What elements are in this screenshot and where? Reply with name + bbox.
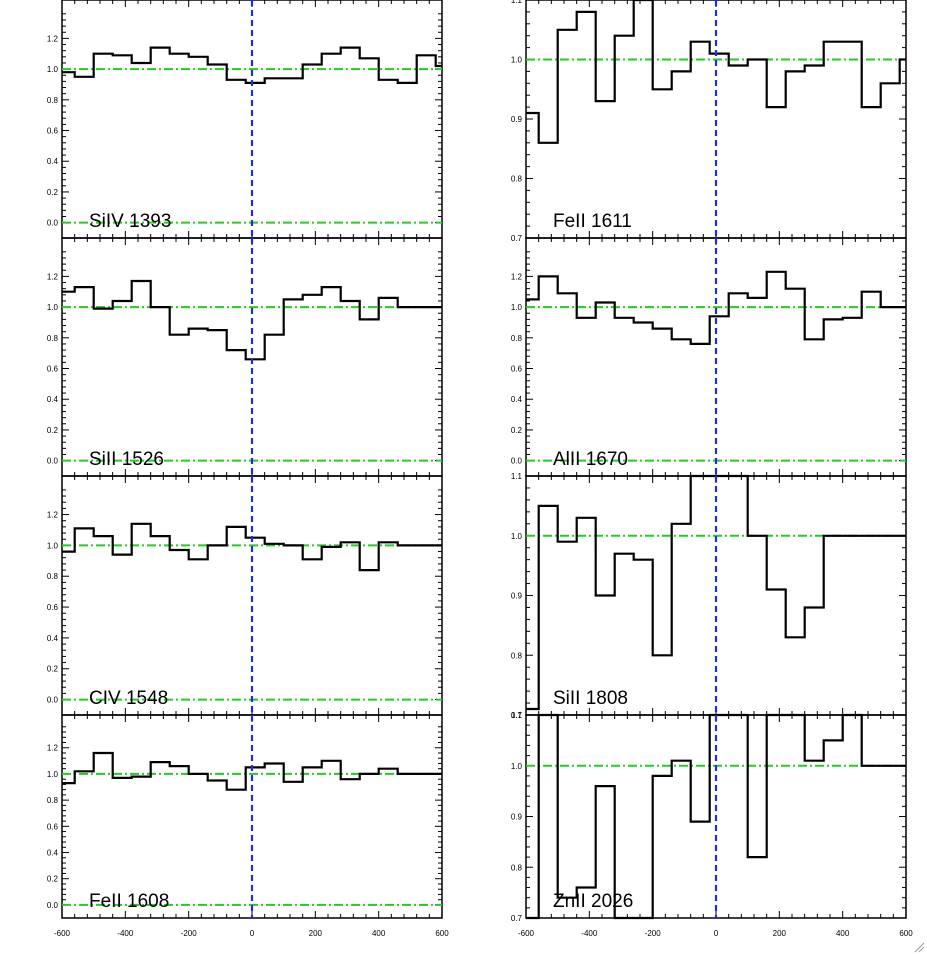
y-tick-label: 0.4 — [47, 634, 59, 643]
y-tick-label: 0.6 — [47, 365, 59, 374]
y-tick-label: 0.4 — [47, 395, 59, 404]
chart-panel: 0.7 0.8 0.9 1.0 1.1 SiII 1808 — [511, 472, 907, 720]
y-tick-label: 1.1 — [511, 472, 523, 481]
spectrum-trace — [526, 0, 906, 144]
y-tick-label: 1.0 — [511, 303, 523, 312]
y-tick-label: 0.0 — [511, 457, 523, 466]
spectrum-trace — [62, 751, 442, 791]
y-tick-label: 1.2 — [47, 272, 59, 281]
y-tick-label: 0.7 — [511, 711, 523, 720]
y-tick-label: 0.8 — [47, 334, 59, 343]
x-tick-label: 600 — [899, 929, 913, 938]
x-tick-label: 200 — [309, 929, 323, 938]
y-tick-label: 0.6 — [47, 127, 59, 136]
ion-label: FeII 1608 — [89, 891, 169, 912]
x-tick-label: -200 — [645, 929, 662, 938]
y-tick-label: 1.0 — [47, 65, 59, 74]
y-tick-label: 0.8 — [511, 175, 523, 184]
y-tick-label: 0.2 — [47, 426, 59, 435]
y-tick-label: 0.0 — [47, 457, 59, 466]
y-tick-label: 1.0 — [47, 770, 59, 779]
chart-panel: 0.0 0.2 0.4 0.6 0.8 1.0 1.2 CIV 1548 — [47, 475, 443, 716]
y-tick-label: 1.2 — [47, 744, 59, 753]
y-tick-label: 0.8 — [511, 651, 523, 660]
y-tick-label: 0.2 — [47, 665, 59, 674]
spectrum-trace — [62, 46, 442, 84]
x-tick-label: 400 — [836, 929, 850, 938]
x-tick-label: -600 — [54, 929, 71, 938]
y-tick-label: 0.6 — [47, 603, 59, 612]
spectrum-trace — [526, 713, 906, 920]
y-tick-label: 1.0 — [47, 303, 59, 312]
chart-panel: 0.7 0.8 0.9 1.0 1.1 FeII 1611 — [511, 0, 907, 243]
y-tick-label: 0.9 — [511, 115, 523, 124]
x-tick-label: 0 — [714, 929, 719, 938]
ion-label: AlII 1670 — [553, 449, 628, 470]
y-tick-label: 0.2 — [47, 875, 59, 884]
y-tick-label: 1.0 — [511, 762, 523, 771]
ion-label: FeII 1611 — [553, 211, 632, 232]
resize-grip-icon[interactable] — [913, 941, 925, 953]
spectrum-trace — [526, 474, 906, 711]
y-tick-label: 1.0 — [511, 56, 523, 65]
x-tick-label: 600 — [435, 929, 449, 938]
y-tick-label: 0.4 — [47, 849, 59, 858]
ion-label: SiII 1526 — [89, 449, 164, 470]
y-tick-label: 0.9 — [511, 592, 523, 601]
y-tick-label: 0.2 — [511, 426, 523, 435]
x-tick-label: -400 — [117, 929, 134, 938]
x-tick-label: 0 — [250, 929, 255, 938]
x-tick-label: -600 — [518, 929, 535, 938]
y-tick-label: 0.8 — [47, 96, 59, 105]
y-tick-label: 0.0 — [47, 901, 59, 910]
chart-panel: 0.0 0.2 0.4 0.6 0.8 1.0 1.2 SiII 1526 — [47, 237, 443, 477]
ion-label: ZnII 2026 — [553, 891, 633, 912]
y-tick-label: 1.2 — [47, 34, 59, 43]
y-tick-label: 0.9 — [511, 813, 523, 822]
y-tick-label: 1.0 — [47, 541, 59, 550]
y-tick-label: 0.4 — [511, 395, 523, 404]
chart-panel: 0.0 0.2 0.4 0.6 0.8 1.0 1.2 AlII 1670 — [511, 237, 907, 477]
y-tick-label: 1.2 — [511, 272, 523, 281]
y-tick-label: 0.4 — [47, 157, 59, 166]
x-tick-label: 400 — [372, 929, 386, 938]
spectrum-trace — [62, 522, 442, 572]
chart-panel: 0.7 0.8 0.9 1.0 1.1 -600 -400 -200 0 200 400 600 ZnI… — [511, 711, 913, 938]
y-tick-label: 0.7 — [511, 914, 523, 923]
ion-label: SiII 1808 — [553, 688, 628, 709]
spectrum-trace — [526, 270, 906, 345]
y-tick-label: 1.2 — [47, 511, 59, 520]
chart-panel: 0.0 0.2 0.4 0.6 0.8 1.0 1.2 -600 -400 -200 0 200 400… — [47, 714, 449, 938]
y-tick-label: 0.8 — [47, 572, 59, 581]
y-tick-label: 0.6 — [511, 365, 523, 374]
ion-label: CIV 1548 — [89, 688, 168, 709]
y-tick-label: 1.1 — [511, 0, 523, 5]
ion-label: SiIV 1393 — [89, 211, 171, 232]
y-tick-label: 0.8 — [511, 863, 523, 872]
y-tick-label: 0.0 — [47, 696, 59, 705]
y-tick-label: 0.0 — [47, 219, 59, 228]
x-tick-label: -200 — [181, 929, 198, 938]
y-tick-label: 1.1 — [511, 711, 523, 720]
x-tick-label: 200 — [773, 929, 787, 938]
y-tick-label: 0.8 — [47, 796, 59, 805]
spectrum-trace — [62, 279, 442, 361]
y-tick-label: 1.0 — [511, 532, 523, 541]
y-tick-label: 0.7 — [511, 234, 523, 243]
y-tick-label: 0.2 — [47, 188, 59, 197]
y-tick-label: 0.6 — [47, 822, 59, 831]
y-tick-label: 0.8 — [511, 334, 523, 343]
x-tick-label: -400 — [581, 929, 598, 938]
chart-panel: 0.0 0.2 0.4 0.6 0.8 1.0 1.2 SiIV 1393 — [47, 0, 443, 239]
